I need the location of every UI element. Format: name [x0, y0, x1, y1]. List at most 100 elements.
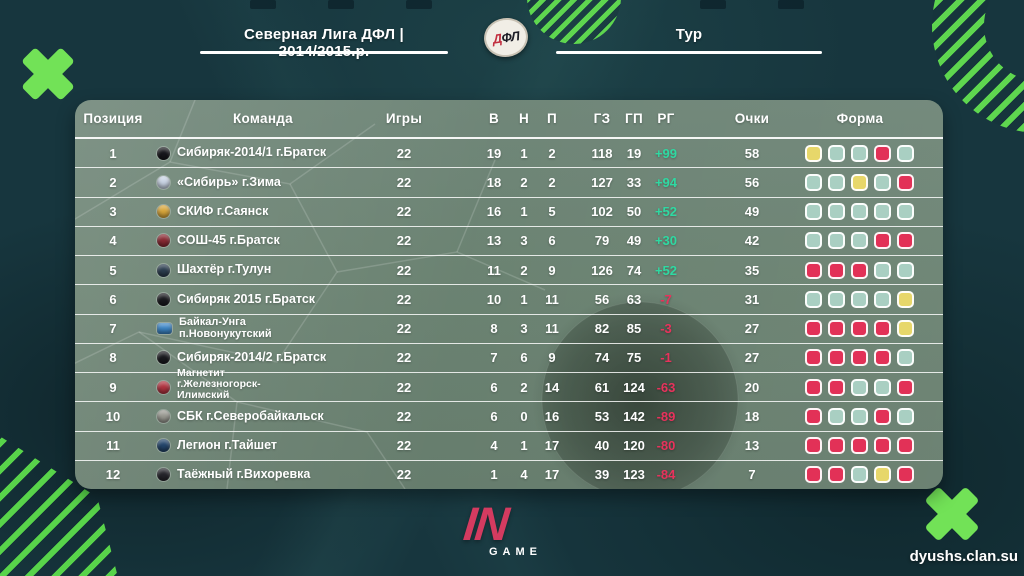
form-cell	[805, 432, 915, 460]
table-row: 12 Таёжный г.Вихоревка 22 1 4 17 39 123 …	[75, 459, 943, 489]
form-square-w	[897, 144, 914, 162]
draws-cell: 3	[520, 233, 528, 249]
games-cell: 22	[396, 291, 412, 307]
form-square-l	[805, 407, 822, 425]
form-square-l	[851, 261, 868, 279]
position-cell: 2	[109, 174, 117, 190]
league-title-underline	[200, 51, 448, 54]
wins-cell: 6	[490, 408, 498, 424]
watermark-url: dyushs.clan.su	[909, 548, 1018, 565]
dfl-league-logo: Д ФЛ	[481, 15, 531, 60]
col-header-points: Очки	[734, 111, 770, 126]
form-cell	[805, 198, 915, 226]
form-square-l	[897, 173, 914, 191]
goals-against-cell: 49	[626, 233, 642, 249]
goals-against-cell: 124	[623, 379, 645, 395]
table-row: 3 СКИФ г.Саянск 22 16 1 5 102 50 +52 49	[75, 196, 943, 226]
form-cell	[805, 227, 915, 255]
goals-against-cell: 33	[626, 174, 642, 190]
form-square-w	[874, 378, 891, 396]
losses-cell: 17	[544, 438, 560, 454]
team-name: СКИФ г.Саянск	[177, 203, 269, 218]
team-name: СБК г.Северобайкальск	[177, 408, 324, 423]
goal-diff-cell: -3	[660, 321, 672, 337]
draws-cell: 1	[520, 145, 528, 161]
goals-against-cell: 50	[626, 204, 642, 220]
draws-cell: 2	[520, 262, 528, 278]
losses-cell: 11	[545, 321, 559, 337]
table-row: 11 Легион г.Тайшет 22 4 1 17 40 120 -80 …	[75, 430, 943, 460]
team-cell: СБК г.Северобайкальск	[157, 402, 369, 430]
team-name: Сибиряк-2014/2 г.Братск	[177, 350, 327, 365]
goals-for-cell: 126	[591, 262, 613, 278]
goal-diff-cell: -84	[656, 467, 676, 483]
form-square-l	[874, 320, 891, 338]
table-header-row: Позиция Команда Игры В Н П ГЗ ГП РГ Очки…	[75, 100, 943, 137]
table-row: 10 СБК г.Северобайкальск 22 6 0 16 53 14…	[75, 401, 943, 430]
team-name: Сибиряк 2015 г.Братск	[177, 291, 316, 306]
games-cell: 22	[396, 321, 412, 337]
losses-cell: 16	[544, 408, 560, 424]
form-square-w	[828, 203, 845, 221]
form-square-l	[828, 437, 845, 455]
team-cell: Сибиряк-2014/2 г.Братск	[157, 344, 369, 372]
form-square-l	[828, 349, 845, 367]
wins-cell: 18	[486, 174, 502, 190]
goal-diff-cell: -63	[656, 379, 676, 395]
games-cell: 22	[396, 467, 412, 483]
games-cell: 22	[396, 408, 412, 424]
team-crest-icon	[157, 234, 170, 248]
form-square-w	[897, 261, 914, 279]
table-row: 9 Магнетит г.Железногорск- Илимский 22 6 2…	[75, 367, 943, 401]
draws-cell: 2	[520, 174, 528, 190]
goals-for-cell: 82	[594, 321, 610, 337]
games-cell: 22	[396, 379, 412, 395]
form-square-l	[874, 407, 891, 425]
team-cell: «Сибирь» г.Зима	[157, 168, 369, 196]
col-header-goals-for: ГЗ	[593, 111, 611, 126]
col-header-draws: Н	[518, 111, 530, 126]
losses-cell: 2	[548, 174, 556, 190]
draws-cell: 2	[520, 379, 528, 395]
form-square-l	[805, 349, 822, 367]
goal-diff-cell: -80	[656, 438, 676, 454]
wins-cell: 7	[490, 350, 498, 366]
col-header-position: Позиция	[83, 111, 143, 126]
goals-against-cell: 75	[626, 350, 642, 366]
form-square-d	[874, 466, 891, 484]
form-square-l	[828, 466, 845, 484]
form-square-w	[828, 173, 845, 191]
form-square-l	[897, 378, 914, 396]
team-crest-icon	[157, 263, 170, 277]
top-tab-decoration	[700, 0, 726, 9]
games-cell: 22	[396, 350, 412, 366]
position-cell: 4	[109, 233, 117, 249]
losses-cell: 17	[544, 467, 560, 483]
goal-diff-cell: -7	[660, 291, 672, 307]
position-cell: 3	[109, 204, 117, 220]
wins-cell: 1	[490, 467, 498, 483]
position-cell: 7	[109, 321, 117, 337]
points-cell: 35	[744, 262, 760, 278]
league-title: Северная Лига ДФЛ | 2014/2015.р.	[244, 26, 404, 60]
points-cell: 20	[744, 379, 760, 395]
goals-for-cell: 118	[591, 145, 613, 161]
form-square-l	[897, 232, 914, 250]
form-square-l	[828, 378, 845, 396]
games-cell: 22	[396, 262, 412, 278]
team-name: Легион г.Тайшет	[177, 437, 277, 452]
form-square-w	[897, 407, 914, 425]
form-square-w	[805, 290, 822, 308]
goal-diff-cell: +52	[654, 262, 678, 278]
form-square-w	[805, 173, 822, 191]
wins-cell: 6	[490, 379, 498, 395]
team-cell: СКИФ г.Саянск	[157, 198, 369, 226]
form-square-w	[874, 173, 891, 191]
games-cell: 22	[396, 145, 412, 161]
team-name: СОШ-45 г.Братск	[177, 233, 280, 248]
goal-diff-cell: +30	[654, 233, 678, 249]
team-crest-icon	[157, 351, 170, 365]
points-cell: 18	[744, 408, 760, 424]
losses-cell: 14	[544, 379, 560, 395]
wins-cell: 13	[486, 233, 502, 249]
